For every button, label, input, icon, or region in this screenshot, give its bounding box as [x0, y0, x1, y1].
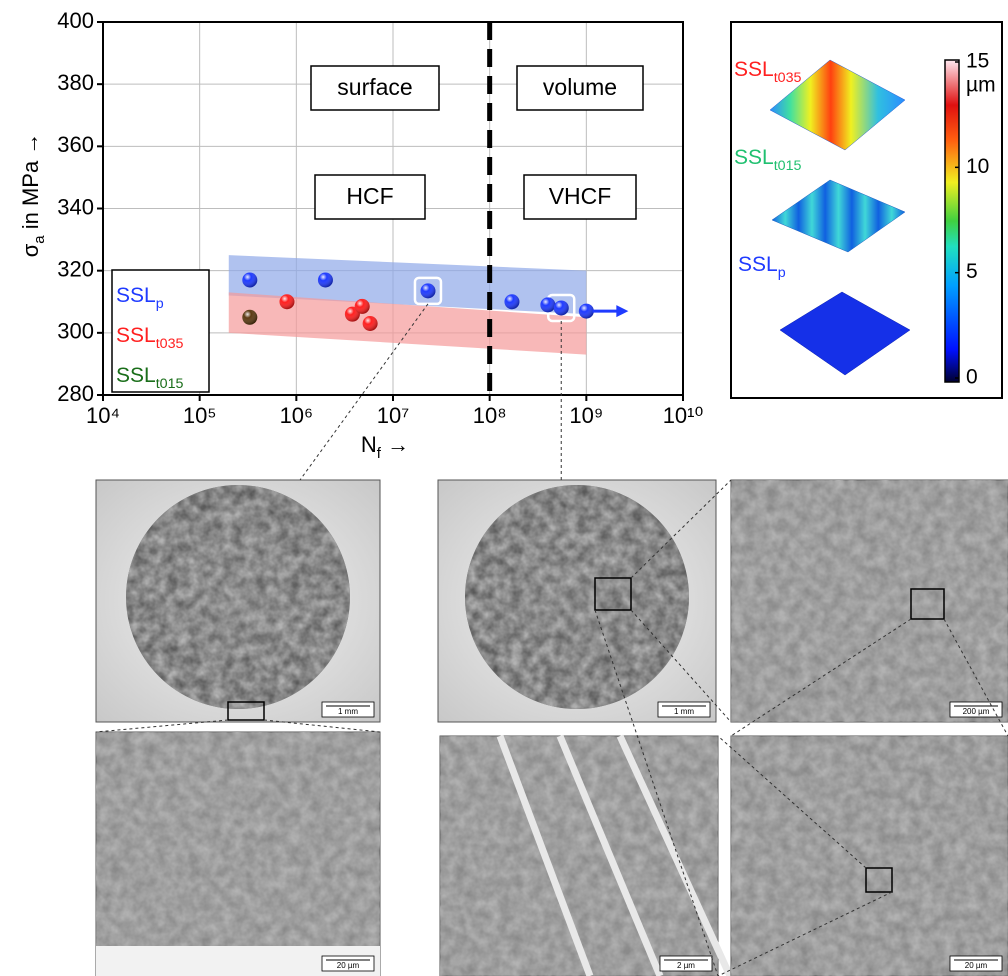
micrograph: 20 µm [96, 732, 380, 976]
runout-arrowhead [616, 305, 628, 317]
micrograph: 200 µm [731, 480, 1008, 722]
legend-label-part: t015 [156, 376, 184, 392]
x-tick-label: 10⁷ [377, 403, 409, 428]
x-axis-label-part: → [381, 432, 409, 457]
figure: surfacevolumeHCFVHCF28030032034036038040… [0, 0, 1008, 976]
y-tick-label: 320 [57, 256, 94, 281]
point-shine [579, 304, 594, 319]
inset-label-part: SSL [738, 253, 778, 276]
y-axis-label-part: σ [18, 243, 43, 257]
point-shine [242, 272, 257, 287]
inset-label-part: t015 [774, 158, 802, 174]
x-tick-label: 10¹⁰ [663, 403, 704, 428]
legend-label-part: SSL [116, 284, 156, 307]
colorbar-tick-label: 5 [966, 260, 978, 283]
colorbar-tick-label: 15 [966, 50, 989, 73]
scale-bar-label: 2 µm [677, 961, 695, 970]
legend-label-part: p [156, 296, 164, 312]
annotation: surface [337, 74, 412, 100]
micrographs: 1 mm 1 mm 200 µm 20 µm 2 µm 20 µm [96, 304, 1008, 976]
x-tick-label: 10⁸ [473, 403, 507, 428]
y-tick-label: 300 [57, 319, 94, 344]
point-shine [318, 272, 333, 287]
annotation: HCF [346, 183, 393, 209]
colorbar-unit: µm [966, 74, 996, 97]
fracture-texture [126, 485, 350, 709]
legend-label-part: SSL [116, 324, 156, 347]
y-tick-label: 340 [57, 194, 94, 219]
y-tick-label: 380 [57, 70, 94, 95]
point-shine [504, 294, 519, 309]
image-texture [96, 732, 380, 976]
point-shine [554, 300, 569, 315]
point-shine [540, 297, 555, 312]
x-axis-label-part: N [361, 432, 377, 457]
point-shine [355, 299, 370, 314]
fracture-texture [465, 485, 689, 709]
scale-bar-label: 1 mm [338, 707, 358, 716]
x-tick-label: 10⁵ [183, 403, 217, 428]
x-tick-label: 10⁴ [86, 403, 120, 428]
point-shine [279, 294, 294, 309]
micrograph: 1 mm [438, 480, 716, 722]
image-texture [731, 736, 1008, 976]
inset-label-part: t035 [774, 70, 802, 86]
colorbar [945, 60, 959, 382]
inset-label-part: SSL [734, 146, 774, 169]
inset-label-part: SSL [734, 58, 774, 81]
micrograph: 20 µm [731, 736, 1008, 976]
annotation: VHCF [549, 183, 612, 209]
y-tick-label: 360 [57, 132, 94, 157]
scale-bar-label: 200 µm [963, 707, 990, 716]
micrograph: 2 µm [440, 736, 730, 976]
x-axis-label: Nf → [361, 432, 409, 463]
colorbar-tick-label: 0 [966, 366, 978, 389]
y-tick-label: 400 [57, 8, 94, 33]
legend-label-part: SSL [116, 364, 156, 387]
point-shine [420, 283, 435, 298]
colorbar-tick-label: 10 [966, 155, 989, 178]
scale-bar-label: 20 µm [337, 961, 360, 970]
x-tick-label: 10⁶ [280, 403, 314, 428]
y-axis-label: σa in MPa → [18, 133, 49, 258]
legend-label-part: t035 [156, 336, 184, 352]
y-axis-label-part: in MPa → [18, 133, 43, 236]
point-shine [242, 310, 257, 325]
annotation: volume [543, 74, 617, 100]
point-shine [363, 316, 378, 331]
image-texture [731, 480, 1008, 722]
scale-bar-label: 20 µm [965, 961, 988, 970]
scale-bar-label: 1 mm [674, 707, 694, 716]
micrograph: 1 mm [96, 480, 380, 722]
x-tick-label: 10⁹ [569, 403, 603, 428]
inset-label-part: p [778, 265, 786, 281]
